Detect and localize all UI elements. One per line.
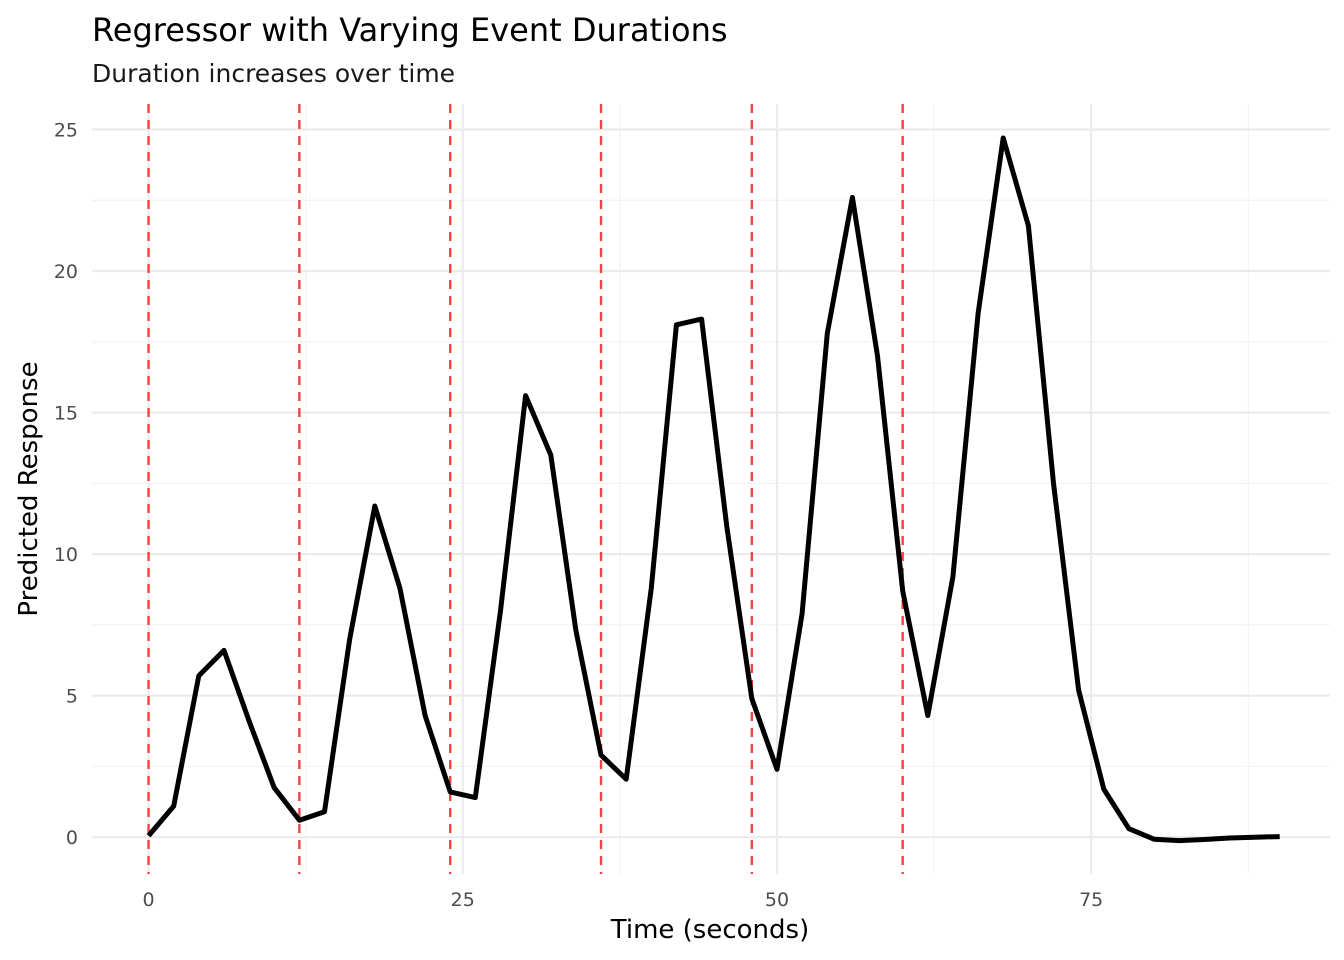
y-tick-label: 20 (54, 261, 78, 283)
grid (92, 104, 1330, 874)
series-group (146, 135, 1280, 844)
x-tick-label: 25 (451, 889, 475, 911)
series-line (146, 135, 1280, 844)
y-tick-label: 0 (66, 827, 78, 849)
y-axis-ticks: 0 5 10 15 20 25 (54, 119, 78, 849)
y-tick-label: 10 (54, 544, 78, 566)
y-tick-label: 15 (54, 403, 78, 425)
x-tick-label: 0 (143, 889, 155, 911)
x-axis-ticks: 0 25 50 75 (143, 889, 1104, 911)
x-axis-title: Time (seconds) (610, 915, 809, 945)
chart-subtitle: Duration increases over time (92, 59, 455, 88)
x-tick-label: 75 (1079, 889, 1103, 911)
y-axis-title: Predicted Response (14, 361, 44, 616)
x-tick-label: 50 (765, 889, 789, 911)
chart-title: Regressor with Varying Event Durations (92, 11, 728, 49)
y-tick-label: 25 (54, 119, 78, 141)
y-tick-label: 5 (66, 686, 78, 708)
